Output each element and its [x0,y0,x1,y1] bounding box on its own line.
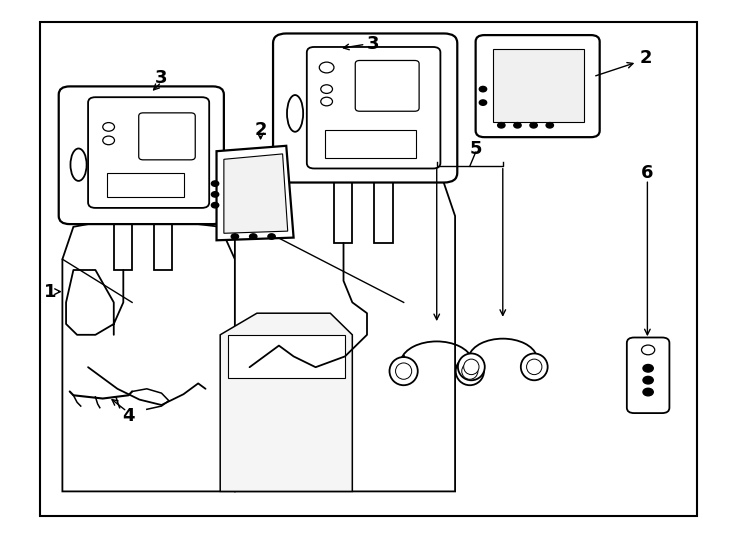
Ellipse shape [462,363,478,379]
Circle shape [643,388,653,396]
FancyBboxPatch shape [374,170,393,243]
FancyBboxPatch shape [334,170,352,243]
Circle shape [479,86,487,92]
Circle shape [250,234,257,239]
FancyBboxPatch shape [107,173,184,197]
Polygon shape [224,154,288,233]
FancyBboxPatch shape [627,338,669,413]
Polygon shape [217,146,294,240]
Circle shape [530,123,537,128]
Circle shape [546,123,553,128]
FancyBboxPatch shape [476,35,600,137]
Ellipse shape [287,95,303,132]
Text: 3: 3 [155,69,168,87]
Circle shape [643,364,653,372]
Text: 2: 2 [254,120,267,139]
FancyBboxPatch shape [493,49,584,122]
Circle shape [643,376,653,384]
Circle shape [514,123,521,128]
Ellipse shape [70,148,87,181]
Polygon shape [235,151,455,491]
FancyBboxPatch shape [114,213,132,270]
Polygon shape [228,335,345,378]
Ellipse shape [521,354,548,380]
FancyBboxPatch shape [139,113,195,160]
Circle shape [498,123,505,128]
Ellipse shape [458,354,484,380]
Text: 6: 6 [641,164,654,182]
Polygon shape [220,313,352,491]
FancyBboxPatch shape [325,130,416,158]
FancyBboxPatch shape [307,47,440,168]
Text: 4: 4 [122,407,135,425]
Circle shape [211,181,219,186]
Text: 1: 1 [43,282,57,301]
Ellipse shape [456,357,484,385]
Ellipse shape [464,359,479,375]
FancyBboxPatch shape [59,86,224,224]
FancyBboxPatch shape [88,97,209,208]
Ellipse shape [390,357,418,385]
Polygon shape [62,216,235,491]
Circle shape [231,234,239,239]
Ellipse shape [526,359,542,375]
Text: 5: 5 [469,139,482,158]
FancyBboxPatch shape [273,33,457,183]
FancyBboxPatch shape [154,213,172,270]
Circle shape [211,202,219,208]
Text: 3: 3 [366,35,379,53]
Text: 2: 2 [639,49,653,68]
FancyBboxPatch shape [355,60,419,111]
Bar [40,22,697,516]
Circle shape [211,192,219,197]
Circle shape [479,100,487,105]
Circle shape [268,234,275,239]
Ellipse shape [396,363,412,379]
